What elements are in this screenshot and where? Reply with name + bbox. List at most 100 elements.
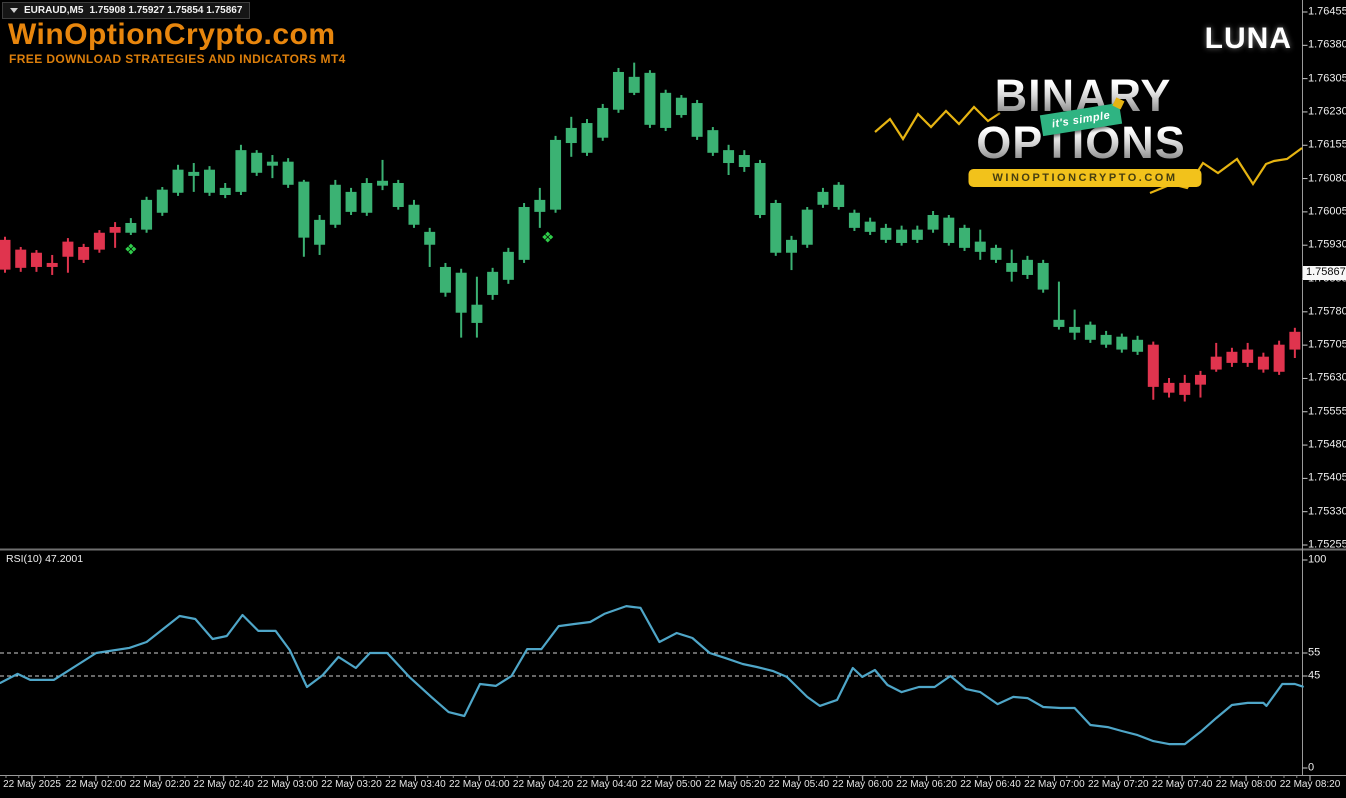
candle-body [770,202,782,253]
candle-body [911,229,923,240]
candle-body [471,304,483,323]
candle-body [235,150,247,192]
candle-body [329,184,341,225]
rsi-axis-label: 100 [1308,553,1327,566]
candle-body [896,229,908,243]
candle-body [46,262,58,267]
candle-body [801,209,813,245]
candle-body [251,152,263,173]
candle-body [424,231,436,245]
rsi-axis-label: 45 [1308,669,1321,682]
candle-body [1006,262,1018,272]
candle-body [1226,351,1238,363]
candle-body [502,251,514,280]
candle-body [597,107,609,138]
candle-body [345,191,357,212]
candle-body [550,139,562,210]
candle-body [990,247,1002,260]
candle-body [1021,259,1033,275]
chart-title-bar[interactable]: EURAUD,M5 1.75908 1.75927 1.75854 1.7586… [2,2,251,19]
chart-dropdown-icon[interactable] [10,8,18,13]
candle-body [15,249,27,268]
time-axis-label: 22 May 03:40 [385,779,446,790]
time-axis-label: 22 May 07:20 [1087,779,1149,790]
candle-body [377,180,389,186]
candle-body [1210,356,1222,370]
candle-body [927,214,939,230]
candle-body [109,226,121,233]
candle-body [518,206,530,260]
candle-body [974,241,986,252]
candle-body [833,184,845,207]
candle-body [1084,324,1096,340]
time-axis-label: 22 May 05:40 [768,779,830,790]
price-axis-label: 1.75255 [1308,538,1346,551]
candle-body [534,199,546,212]
candle-body [707,130,719,153]
candle-body [188,171,200,176]
candle-body [675,97,687,116]
candle-body [1147,344,1159,387]
candle-body [723,150,735,164]
candle-body [565,127,577,144]
candle-body [864,221,876,232]
candle-body [1273,344,1285,372]
time-axis-label: 22 May 04:00 [448,779,510,790]
price-axis-label: 1.76305 [1308,72,1346,85]
winoptioncrypto-logo: WinOptionCrypto.com [8,18,336,51]
candle-body [848,212,860,228]
price-axis-label: 1.75480 [1308,438,1346,451]
signal-diamond-icon: ❖ [541,229,554,247]
time-axis-label: 22 May 03:00 [257,779,318,790]
rsi-axis-label: 55 [1308,646,1321,659]
candle-body [754,163,766,215]
price-axis-label: 1.76155 [1308,138,1346,151]
zigzag-decoration-line [874,105,1001,142]
time-axis-label: 22 May 02:00 [65,779,127,790]
candle-body [1289,331,1301,350]
price-axis-label: 1.75780 [1308,305,1346,318]
candle-body [0,239,11,270]
candle-body [738,155,750,168]
candle-body [1100,334,1112,345]
signal-diamond-icon: ❖ [124,241,137,259]
time-axis-label: 22 May 04:20 [512,779,574,790]
candle-body [660,92,672,128]
candle-body [361,183,373,213]
time-axis-label: 22 May 05:00 [640,779,702,790]
candle-body [439,266,451,293]
price-axis-label: 1.75630 [1308,371,1346,384]
candle-body [1053,319,1065,327]
price-axis-label: 1.76005 [1308,205,1346,218]
candle-body [1037,262,1049,290]
candle-body [392,183,404,207]
candle-body [408,204,420,225]
price-axis-label: 1.75705 [1308,338,1346,351]
candle-body [1069,326,1081,333]
candle-body [1194,374,1206,385]
time-axis-label: 22 May 04:40 [576,779,638,790]
candle-body [156,189,168,213]
candle-body [581,123,593,153]
rsi-axis-label: 0 [1308,761,1315,774]
time-axis-label: 22 May 03:20 [321,779,382,790]
candle-body [298,181,310,238]
candle-body [141,199,153,230]
time-axis-label: 22 May 08:00 [1215,779,1277,790]
time-axis-label: 22 May 08:20 [1279,779,1341,790]
candle-body [786,239,797,253]
luna-watermark: LUNA [1204,22,1292,55]
chart-symbol-timeframe: EURAUD,M5 [24,5,84,16]
candle-body [1163,382,1175,393]
rsi-line [0,604,1304,746]
time-axis-label: 22 May 06:20 [896,779,957,790]
candle-body [219,187,231,195]
time-axis-label: 22 May 02:20 [129,779,191,790]
candle-body [628,76,640,93]
price-axis-label: 1.75330 [1308,505,1346,518]
candle-body [1132,339,1144,352]
brand-tagline: FREE DOWNLOAD STRATEGIES AND INDICATORS … [9,52,346,66]
chart-ohlc-values: 1.75908 1.75927 1.75854 1.75867 [89,5,243,16]
